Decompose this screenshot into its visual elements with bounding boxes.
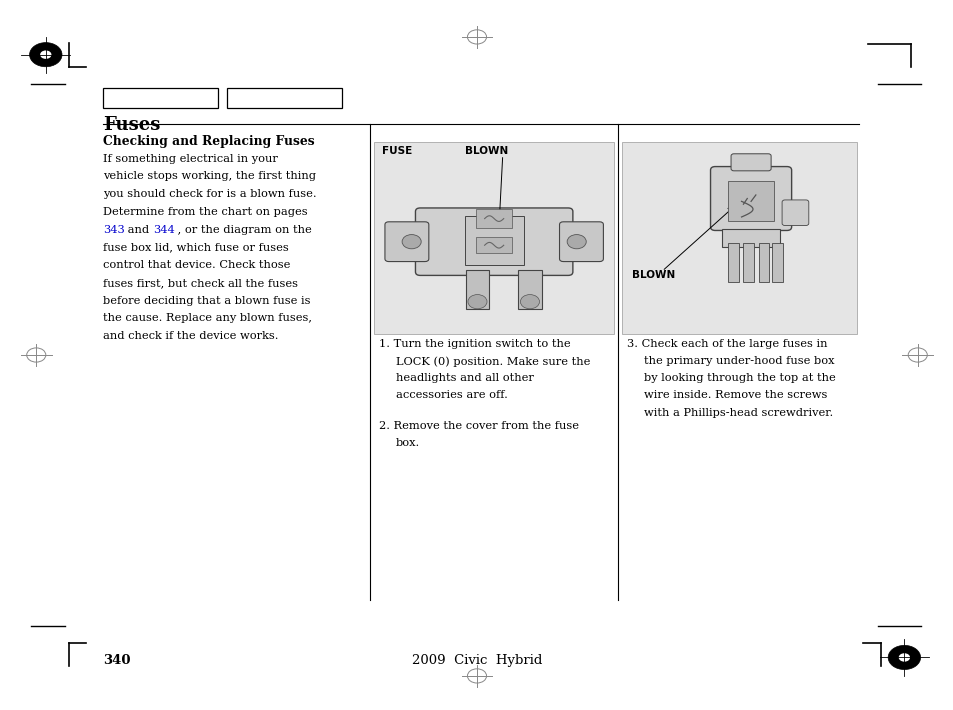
Text: 3. Check each of the large fuses in: 3. Check each of the large fuses in (626, 339, 826, 349)
Text: Determine from the chart on pages: Determine from the chart on pages (103, 207, 307, 217)
Text: and: and (124, 224, 152, 234)
Text: fuses first, but check all the fuses: fuses first, but check all the fuses (103, 278, 297, 288)
Text: by looking through the top at the: by looking through the top at the (643, 373, 835, 383)
Text: you should check for is a blown fuse.: you should check for is a blown fuse. (103, 189, 316, 199)
Circle shape (566, 234, 585, 248)
Circle shape (467, 295, 486, 309)
Text: before deciding that a blown fuse is: before deciding that a blown fuse is (103, 295, 311, 305)
Text: BLOWN: BLOWN (464, 146, 507, 156)
FancyBboxPatch shape (771, 244, 781, 283)
Text: control that device. Check those: control that device. Check those (103, 260, 290, 270)
Text: 344: 344 (153, 224, 175, 234)
Circle shape (40, 50, 51, 59)
Text: If something electrical in your: If something electrical in your (103, 153, 277, 163)
Text: the cause. Replace any blown fuses,: the cause. Replace any blown fuses, (103, 313, 312, 323)
Text: fuse box lid, which fuse or fuses: fuse box lid, which fuse or fuses (103, 242, 289, 252)
Circle shape (401, 234, 421, 248)
FancyBboxPatch shape (742, 244, 753, 283)
Circle shape (887, 645, 920, 670)
FancyBboxPatch shape (227, 88, 341, 108)
FancyBboxPatch shape (384, 222, 429, 261)
FancyBboxPatch shape (476, 237, 512, 253)
FancyBboxPatch shape (103, 88, 217, 108)
Text: with a Phillips-head screwdriver.: with a Phillips-head screwdriver. (643, 408, 832, 417)
FancyBboxPatch shape (710, 167, 791, 231)
Text: headlights and all other: headlights and all other (395, 373, 534, 383)
FancyBboxPatch shape (464, 216, 523, 265)
Circle shape (30, 43, 62, 67)
FancyBboxPatch shape (374, 142, 614, 334)
Text: , or the diagram on the: , or the diagram on the (173, 224, 311, 234)
Circle shape (898, 653, 909, 662)
Text: the primary under-hood fuse box: the primary under-hood fuse box (643, 356, 834, 366)
FancyBboxPatch shape (465, 270, 489, 309)
Text: wire inside. Remove the screws: wire inside. Remove the screws (643, 391, 826, 400)
FancyBboxPatch shape (727, 244, 738, 283)
Text: Checking and Replacing Fuses: Checking and Replacing Fuses (103, 135, 314, 148)
Text: LOCK (0) position. Make sure the: LOCK (0) position. Make sure the (395, 356, 590, 367)
Text: 343: 343 (103, 224, 125, 234)
Text: 1. Turn the ignition switch to the: 1. Turn the ignition switch to the (378, 339, 570, 349)
FancyBboxPatch shape (758, 244, 768, 283)
Text: and check if the device works.: and check if the device works. (103, 331, 278, 341)
Text: accessories are off.: accessories are off. (395, 391, 507, 400)
FancyBboxPatch shape (415, 208, 572, 275)
Text: FUSE: FUSE (381, 146, 412, 156)
Circle shape (520, 295, 538, 309)
FancyBboxPatch shape (476, 209, 512, 228)
FancyBboxPatch shape (721, 229, 779, 247)
Text: Fuses: Fuses (103, 116, 160, 133)
Text: 340: 340 (103, 655, 131, 667)
Text: box.: box. (395, 438, 419, 448)
FancyBboxPatch shape (727, 182, 774, 222)
FancyBboxPatch shape (730, 154, 770, 171)
Text: BLOWN: BLOWN (631, 270, 674, 280)
Text: 2. Remove the cover from the fuse: 2. Remove the cover from the fuse (378, 421, 578, 431)
Text: 2009  Civic  Hybrid: 2009 Civic Hybrid (412, 655, 541, 667)
Text: vehicle stops working, the first thing: vehicle stops working, the first thing (103, 171, 315, 181)
FancyBboxPatch shape (558, 222, 602, 261)
FancyBboxPatch shape (517, 270, 541, 309)
FancyBboxPatch shape (781, 200, 808, 226)
FancyBboxPatch shape (621, 142, 856, 334)
